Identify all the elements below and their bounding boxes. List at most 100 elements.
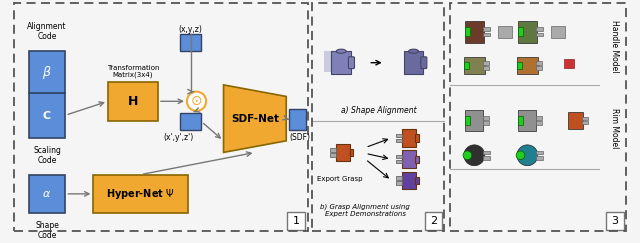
Text: Hyper-Net $\Psi$: Hyper-Net $\Psi$ bbox=[106, 187, 175, 201]
Bar bbox=[499, 26, 512, 38]
Text: ⊙: ⊙ bbox=[191, 94, 202, 108]
Bar bbox=[582, 117, 588, 120]
Circle shape bbox=[463, 151, 472, 160]
Bar bbox=[483, 122, 489, 125]
Bar bbox=[415, 156, 419, 163]
Ellipse shape bbox=[409, 49, 419, 53]
Bar bbox=[425, 212, 442, 230]
Bar bbox=[518, 110, 536, 131]
Bar bbox=[483, 151, 490, 154]
Bar bbox=[349, 149, 353, 156]
Polygon shape bbox=[223, 85, 286, 152]
Text: Scaling
Code: Scaling Code bbox=[33, 146, 61, 165]
Bar bbox=[332, 51, 351, 74]
Bar bbox=[180, 113, 202, 130]
Bar bbox=[324, 51, 343, 72]
Bar bbox=[396, 176, 401, 180]
Bar bbox=[465, 116, 470, 125]
Bar bbox=[180, 34, 202, 51]
Bar bbox=[483, 27, 490, 31]
Bar bbox=[450, 3, 626, 232]
Text: 3: 3 bbox=[612, 216, 619, 226]
Bar bbox=[401, 129, 416, 147]
Bar bbox=[536, 116, 542, 120]
Bar bbox=[463, 62, 468, 69]
FancyBboxPatch shape bbox=[420, 57, 427, 69]
Text: (SDF): (SDF) bbox=[289, 133, 310, 142]
Bar bbox=[465, 27, 470, 36]
Bar bbox=[396, 134, 401, 137]
Bar bbox=[336, 144, 350, 161]
Text: 2: 2 bbox=[430, 216, 437, 226]
Bar bbox=[564, 59, 573, 69]
Bar bbox=[568, 112, 583, 129]
Text: (x,y,z): (x,y,z) bbox=[179, 26, 203, 35]
Text: Rim Model: Rim Model bbox=[610, 108, 619, 148]
Text: (x',y',z'): (x',y',z') bbox=[163, 133, 193, 142]
Circle shape bbox=[516, 151, 525, 160]
Bar bbox=[312, 3, 444, 232]
Bar bbox=[607, 212, 624, 230]
Ellipse shape bbox=[336, 49, 346, 53]
Bar bbox=[396, 181, 401, 185]
Text: 1: 1 bbox=[292, 216, 300, 226]
Text: Handle Model: Handle Model bbox=[610, 20, 619, 73]
Bar bbox=[516, 57, 538, 74]
Text: Shape
Code: Shape Code bbox=[35, 221, 59, 240]
Bar bbox=[483, 156, 490, 160]
Bar bbox=[14, 3, 308, 232]
Bar bbox=[536, 156, 543, 160]
Bar bbox=[536, 61, 542, 65]
Bar bbox=[450, 3, 626, 232]
Bar bbox=[516, 62, 522, 69]
Bar bbox=[29, 93, 65, 138]
Bar bbox=[536, 66, 542, 70]
Bar bbox=[518, 116, 524, 125]
Circle shape bbox=[517, 145, 538, 166]
Bar bbox=[401, 172, 416, 189]
FancyBboxPatch shape bbox=[348, 57, 355, 69]
Bar bbox=[463, 57, 485, 74]
Circle shape bbox=[187, 92, 206, 111]
Text: Transformation
Matrix(3x4): Transformation Matrix(3x4) bbox=[107, 65, 159, 78]
Bar bbox=[287, 212, 305, 230]
Text: C: C bbox=[43, 111, 51, 121]
Bar bbox=[415, 134, 419, 141]
Bar bbox=[396, 160, 401, 164]
Bar bbox=[536, 33, 543, 36]
Bar bbox=[396, 139, 401, 142]
Bar bbox=[93, 174, 188, 213]
Bar bbox=[552, 26, 565, 38]
Text: $\beta$: $\beta$ bbox=[42, 64, 52, 81]
Bar bbox=[330, 153, 336, 157]
Bar bbox=[465, 21, 484, 43]
Text: $\alpha$: $\alpha$ bbox=[42, 189, 52, 199]
Bar bbox=[536, 122, 542, 125]
Bar bbox=[312, 3, 444, 232]
Bar bbox=[404, 51, 424, 74]
Bar bbox=[396, 155, 401, 158]
Bar bbox=[29, 174, 65, 213]
Bar bbox=[29, 51, 65, 93]
Text: SDF-Net: SDF-Net bbox=[232, 114, 280, 124]
Bar bbox=[14, 3, 308, 232]
Bar bbox=[518, 27, 523, 36]
Bar bbox=[536, 27, 543, 31]
Bar bbox=[401, 150, 416, 168]
Text: Alignment
Code: Alignment Code bbox=[28, 22, 67, 42]
Text: Export Grasp: Export Grasp bbox=[317, 176, 362, 182]
Text: a) Shape Alignment: a) Shape Alignment bbox=[340, 106, 416, 115]
Bar bbox=[582, 121, 588, 124]
Text: b) Grasp Alignment using
Expert Demonstrations: b) Grasp Alignment using Expert Demonstr… bbox=[321, 203, 410, 217]
Circle shape bbox=[464, 145, 484, 166]
Bar bbox=[518, 21, 537, 43]
Bar bbox=[536, 151, 543, 154]
Bar bbox=[465, 110, 483, 131]
Bar bbox=[483, 61, 489, 65]
Bar bbox=[108, 82, 158, 121]
Bar bbox=[483, 33, 490, 36]
Bar bbox=[415, 177, 419, 184]
Bar bbox=[483, 66, 489, 70]
Bar bbox=[483, 116, 489, 120]
Bar bbox=[330, 148, 336, 152]
